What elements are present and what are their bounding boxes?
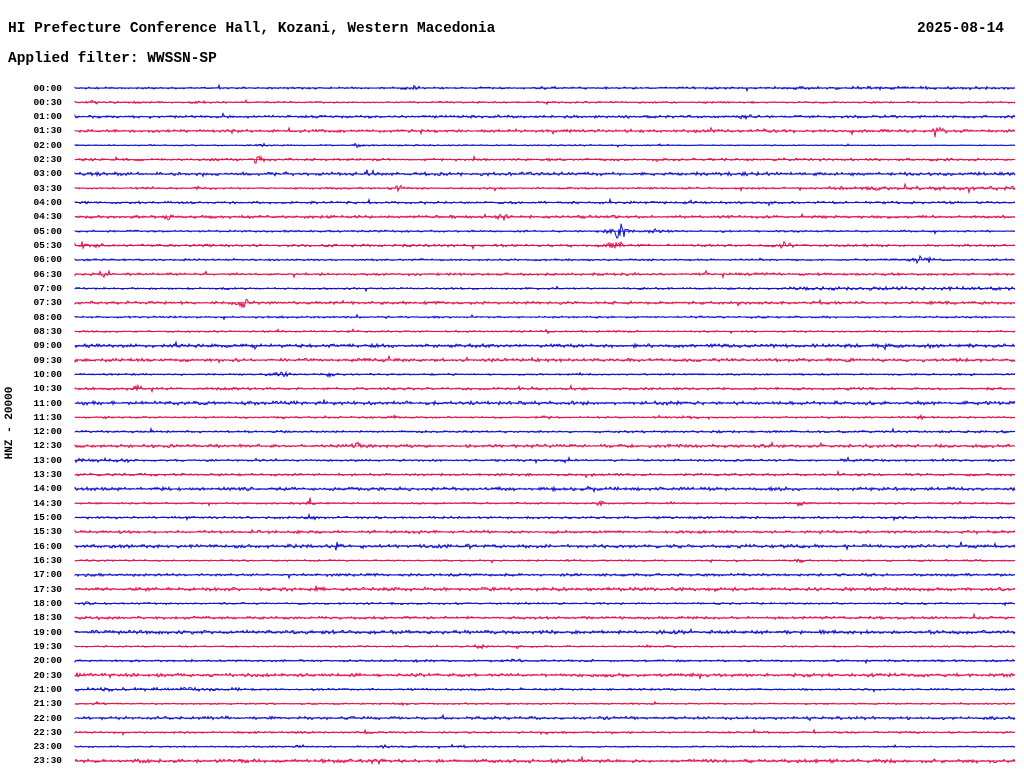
trace-time-label: 20:00 (33, 655, 62, 667)
seismogram-trace (74, 627, 1016, 636)
seismogram-trace (74, 440, 1016, 449)
trace-time-label: 02:30 (33, 154, 62, 166)
seismogram-trace (74, 126, 1016, 138)
trace-time-label: 00:30 (33, 96, 62, 108)
seismogram-trace (74, 755, 1016, 766)
plot-date: 2025-08-14 (916, 21, 1004, 37)
seismogram-trace (74, 112, 1016, 121)
seismogram-trace (74, 168, 1016, 178)
trace-time-label: 09:00 (33, 340, 62, 352)
seismogram-trace (74, 497, 1016, 507)
trace-time-label: 19:30 (33, 640, 62, 652)
trace-time-label: 22:00 (33, 712, 62, 724)
trace-time-label: 18:30 (33, 612, 62, 624)
trace-time-label: 05:00 (33, 225, 62, 237)
trace-time-label: 14:00 (33, 483, 62, 495)
trace-time-label: 20:30 (33, 669, 62, 681)
trace-time-label: 08:30 (33, 325, 62, 337)
trace-time-label: 08:00 (33, 311, 62, 323)
trace-time-label: 05:30 (33, 240, 62, 251)
trace-time-label: 01:00 (33, 111, 62, 123)
applied-filter-label: Applied filter: WWSSN-SP (8, 51, 217, 67)
trace-time-label: 11:30 (33, 411, 62, 423)
trace-time-label: 17:00 (33, 569, 62, 581)
trace-time-label: 06:00 (33, 254, 62, 266)
trace-time-label: 03:00 (33, 168, 62, 180)
trace-time-label: 00:00 (33, 82, 62, 94)
trace-time-label: 02:00 (33, 139, 62, 151)
seismogram-trace (74, 572, 1016, 580)
trace-time-label: 03:30 (33, 182, 62, 194)
trace-time-label: 23:00 (33, 741, 62, 753)
trace-time-label: 04:00 (33, 197, 62, 209)
trace-time-label: 16:00 (33, 540, 62, 552)
trace-time-label: 10:00 (33, 368, 62, 380)
trace-time-label: 12:00 (33, 426, 62, 438)
trace-time-label: 15:30 (33, 526, 62, 538)
trace-time-label: 16:30 (33, 555, 62, 567)
trace-time-label: 23:30 (33, 755, 62, 767)
seismogram-trace (74, 671, 1016, 680)
seismogram-trace (74, 426, 1016, 434)
seismogram-trace (74, 585, 1016, 593)
trace-time-label: 10:30 (33, 383, 62, 395)
station-title: HI Prefecture Conference Hall, Kozani, W… (8, 21, 496, 37)
trace-time-label: 06:30 (33, 268, 62, 280)
trace-time-label: 21:30 (33, 698, 62, 710)
trace-time-label: 13:00 (33, 454, 62, 466)
trace-time-label: 17:30 (33, 583, 62, 595)
seismogram-trace (74, 354, 1016, 364)
seismogram-trace (74, 240, 1015, 251)
trace-time-label: 22:30 (33, 726, 62, 738)
seismogram-trace (74, 298, 1016, 309)
trace-time-label: 15:00 (33, 512, 62, 524)
seismogram-trace (74, 558, 1016, 564)
seismogram-trace (74, 399, 1016, 407)
seismogram-trace (74, 612, 1016, 621)
trace-time-label: 21:00 (33, 683, 62, 695)
trace-time-label: 12:30 (33, 440, 62, 452)
trace-time-label: 18:00 (33, 597, 62, 609)
trace-time-label: 04:30 (33, 211, 62, 223)
trace-time-label: 01:30 (33, 125, 62, 137)
trace-time-label: 09:30 (33, 354, 62, 366)
trace-time-label: 07:00 (33, 282, 62, 294)
trace-time-label: 07:30 (33, 297, 62, 309)
seismogram-trace (74, 340, 1016, 351)
trace-time-label: 19:00 (33, 626, 62, 638)
trace-time-label: 13:30 (33, 469, 62, 481)
trace-time-label: 14:30 (33, 497, 62, 509)
trace-time-label: 11:00 (33, 397, 62, 409)
